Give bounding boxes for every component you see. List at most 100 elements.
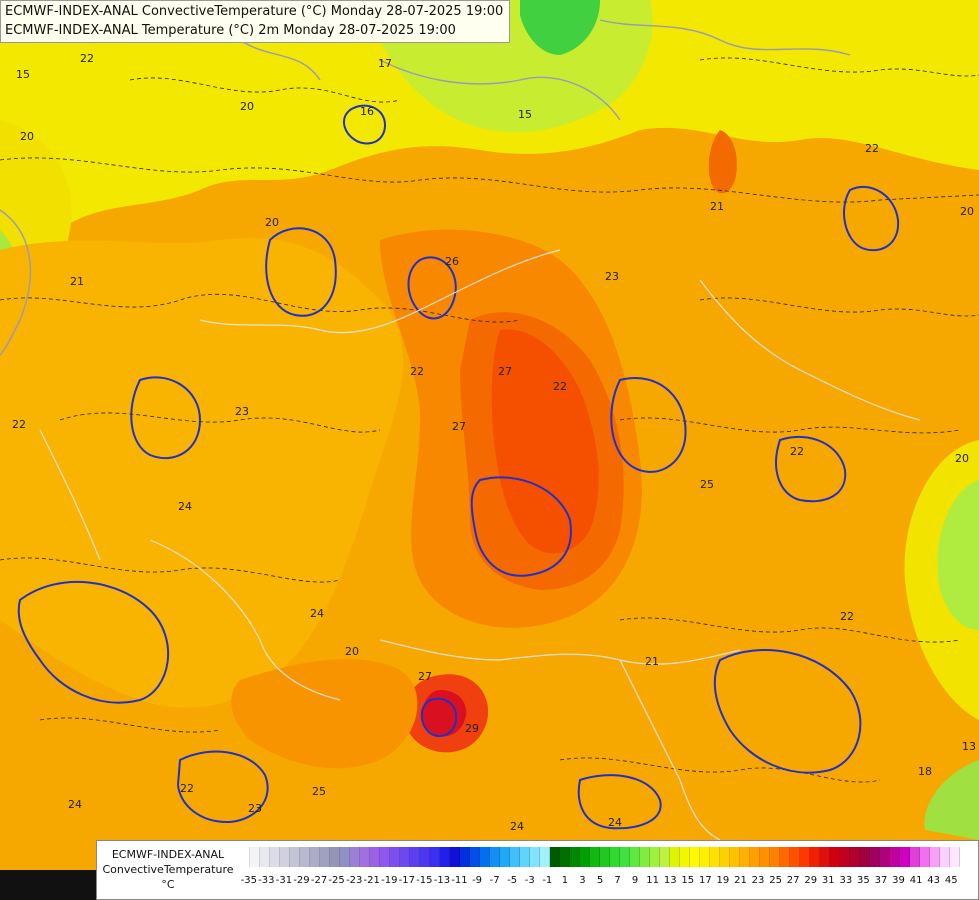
contour-label: 22 [12,418,26,431]
legend-tick-label: 25 [769,875,782,886]
contour-label: 16 [360,105,374,118]
legend-swatch [250,847,260,867]
legend-swatch [700,847,710,867]
legend-swatch [270,847,280,867]
legend-tick-label: -3 [524,875,535,886]
legend-swatch [320,847,330,867]
legend-swatch [530,847,540,867]
legend-swatch [600,847,610,867]
legend-tick-label: 37 [874,875,888,886]
contour-label: 20 [20,130,34,143]
legend-title: ECMWF-INDEX-ANAL ConvectiveTemperature °… [99,847,237,892]
legend-swatch [480,847,490,867]
contour-label: 20 [955,452,969,465]
contour-label: 21 [70,275,84,288]
legend-tick-label: -29 [293,875,310,886]
legend-swatch [260,847,270,867]
legend-swatch [940,847,950,867]
legend-tick-label: 35 [857,875,870,886]
legend-swatch [680,847,690,867]
legend-swatch [400,847,410,867]
legend-tick-label: -27 [310,875,328,886]
legend-swatch [450,847,460,867]
contour-label: 13 [962,740,976,753]
legend-swatch [620,847,630,867]
legend-tick-label: 19 [716,875,730,886]
contour-label: 24 [608,816,622,829]
contour-label: 18 [918,765,932,778]
contour-label: 23 [605,270,619,283]
legend-swatch [360,847,370,867]
legend-unit: °C [161,878,175,891]
legend-swatch [900,847,910,867]
legend-swatch [340,847,350,867]
legend-swatch [310,847,320,867]
legend-tick-label: -19 [381,875,398,886]
legend-swatch [510,847,520,867]
legend-swatch [440,847,450,867]
legend-tick-label: 3 [579,875,586,886]
legend-tick-label: -15 [416,875,433,886]
legend-tick-label: 43 [927,875,941,886]
legend-swatch [790,847,800,867]
legend-swatch [470,847,480,867]
contour-label: 22 [553,380,567,393]
legend-tick-label: 7 [614,875,621,886]
legend-tick-label: -1 [542,875,553,886]
legend-swatch [550,847,560,867]
legend-tick-label: -33 [258,875,275,886]
legend-swatch [800,847,810,867]
legend-tick-label: 33 [839,875,853,886]
legend-swatch [910,847,920,867]
legend-swatch [850,847,860,867]
legend-tick-label: -9 [472,875,483,886]
legend-swatch [660,847,670,867]
contour-label: 22 [840,610,854,623]
contour-label: 15 [518,108,532,121]
legend-tick-label: -7 [489,875,500,886]
legend-swatches [240,847,960,867]
legend-variable: ConvectiveTemperature [102,863,234,876]
legend-tick-label: 23 [751,875,765,886]
legend-swatch [280,847,290,867]
legend-swatch [860,847,870,867]
legend-tick-label: 5 [596,875,604,886]
legend-swatch [740,847,750,867]
title-line-convective: ECMWF-INDEX-ANAL ConvectiveTemperature (… [5,4,504,19]
contour-label: 26 [445,255,459,268]
contour-label: 25 [312,785,326,798]
contour-label: 22 [865,142,879,155]
contour-label: 21 [645,655,659,668]
legend-swatch [580,847,590,867]
contour-label: 20 [265,216,279,229]
color-legend: ECMWF-INDEX-ANAL ConvectiveTemperature °… [96,840,979,900]
legend-swatch [950,847,960,867]
contour-label: 24 [68,798,82,811]
legend-tick-label: 39 [892,875,905,886]
convective-isolines [17,104,900,830]
grey-isolines [0,19,851,356]
legend-swatch [840,847,850,867]
contour-label: 23 [235,405,249,418]
orange-band-south [231,659,418,769]
contour-label: 20 [240,100,254,113]
legend-swatch [630,847,640,867]
contour-label: 17 [378,57,392,70]
legend-swatch [560,847,570,867]
legend-swatch [590,847,600,867]
contour-label: 27 [452,420,466,433]
hottest-region-central [491,329,599,554]
legend-tick-label: -31 [275,875,293,886]
map-title-box: ECMWF-INDEX-ANAL ConvectiveTemperature (… [0,0,511,43]
legend-swatch [240,847,250,867]
legend-swatch [490,847,500,867]
legend-tick-label: -17 [398,875,415,886]
contour-label: 21 [710,200,724,213]
contour-label: 22 [790,445,804,458]
legend-swatch [760,847,770,867]
legend-tick-label: 1 [561,875,569,886]
legend-swatch [640,847,650,867]
contour-label: 23 [248,802,262,815]
contour-label: 24 [310,607,324,620]
